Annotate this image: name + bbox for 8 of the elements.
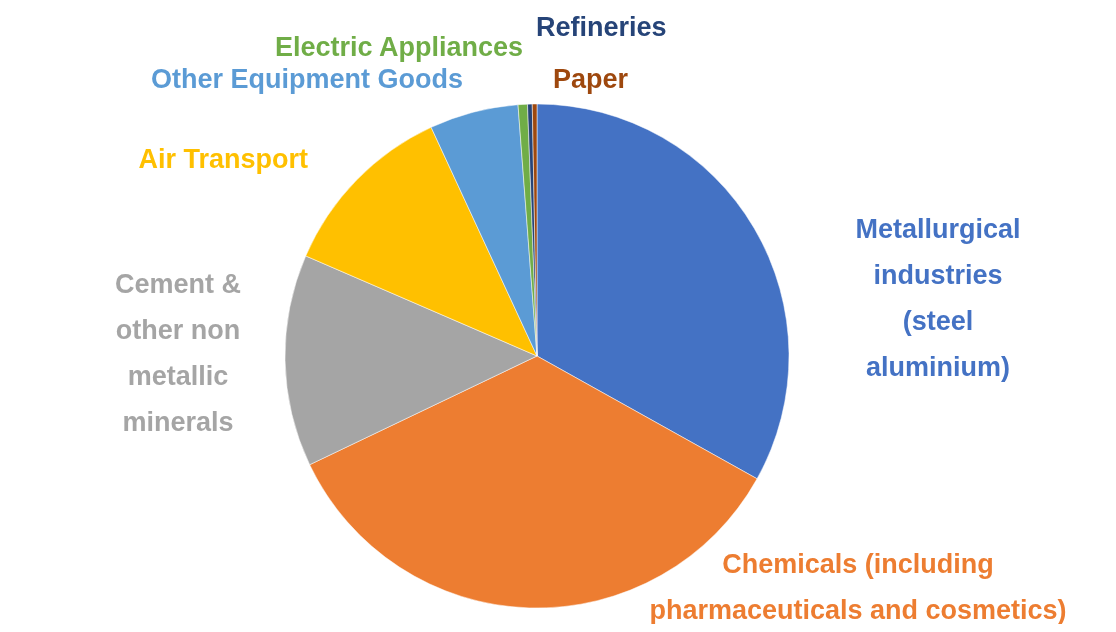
slice-label: Refineries — [536, 12, 667, 42]
slice-label: Electric Appliances — [274, 32, 523, 62]
slice-label: Chemicals (including pharmaceuticals and cosmetics) — [649, 549, 1067, 625]
slice-label: Paper — [553, 64, 629, 94]
slice-label: Metallurgical industries (steel aluminium) — [855, 214, 1021, 382]
slice-label: Air Transport — [138, 144, 309, 174]
slice-label: Other Equipment Goods — [150, 64, 463, 94]
slice-label: Cement & other non metallic minerals — [114, 269, 242, 437]
